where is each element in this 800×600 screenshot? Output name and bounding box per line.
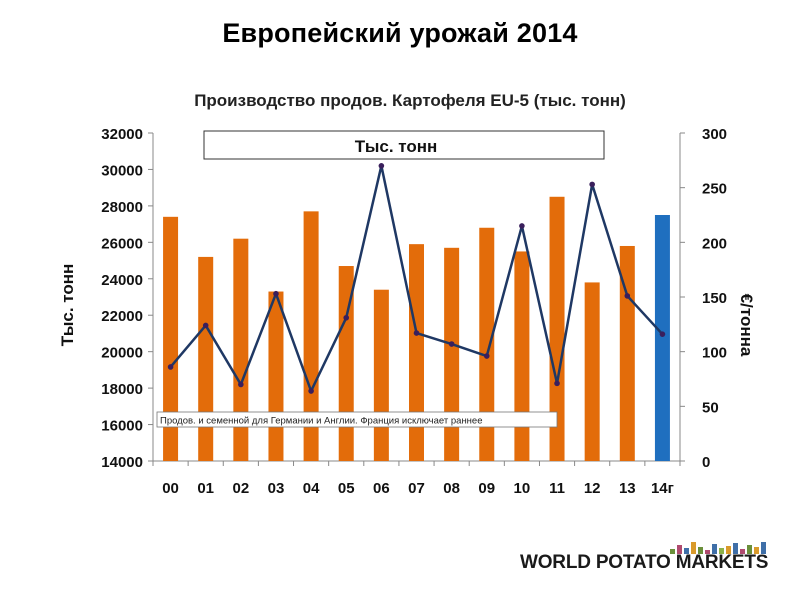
price-point — [483, 353, 490, 359]
price-point — [238, 381, 244, 388]
logo-bar — [712, 544, 717, 554]
y-tick-label: 14000 — [101, 454, 143, 471]
bar — [409, 244, 424, 461]
page-title: Европейский урожай 2014 — [222, 18, 578, 48]
logo-bar — [726, 546, 731, 554]
y2-tick-label: 150 — [702, 290, 727, 307]
x-tick-label: 02 — [232, 480, 249, 497]
x-tick-label: 06 — [373, 480, 390, 497]
bar — [479, 227, 495, 461]
price-point — [624, 293, 631, 299]
bar — [549, 196, 565, 461]
y-tick-label: 16000 — [101, 418, 143, 435]
bar — [444, 247, 460, 461]
bar — [198, 256, 214, 461]
y2-tick-label: 0 — [702, 454, 710, 471]
x-tick-label: 00 — [162, 480, 179, 497]
bar — [233, 238, 249, 461]
x-tick-label: 03 — [268, 480, 285, 497]
x-tick-label: 11 — [549, 480, 565, 497]
y-tick-label: 20000 — [101, 345, 143, 362]
price-point — [448, 341, 455, 347]
y-tick-label: 26000 — [101, 235, 143, 252]
x-tick-label: 09 — [478, 480, 495, 497]
logo-bar — [733, 543, 738, 554]
x-tick-label: 08 — [443, 480, 460, 497]
footnote: Продов. и семенной для Германии и Англии… — [160, 416, 483, 427]
price-point — [659, 331, 666, 337]
y-tick-label: 24000 — [101, 272, 143, 289]
bar — [303, 211, 319, 461]
bar — [268, 291, 284, 461]
logo-bar — [740, 549, 745, 554]
price-point — [519, 223, 525, 229]
bar — [373, 289, 389, 461]
y-tick-label: 32000 — [101, 126, 143, 143]
bar — [163, 216, 179, 461]
x-tick-label: 14г — [651, 480, 674, 497]
y-axis-label: Тыс. тонн — [58, 264, 77, 347]
x-tick-label: 13 — [619, 480, 636, 497]
x-tick-label: 04 — [303, 480, 320, 497]
logo-bar — [719, 548, 724, 554]
price-point — [167, 364, 174, 370]
footnote-box — [156, 411, 558, 428]
logo-text: WORLD POTATO MARKETS — [520, 552, 769, 573]
logo-bars-icon — [670, 540, 770, 554]
price-point — [202, 322, 209, 329]
logo-bar — [684, 548, 689, 554]
price-point — [308, 388, 314, 394]
y-tick-label: 22000 — [101, 308, 143, 325]
x-tick-label: 07 — [408, 480, 425, 497]
y-tick-label: 30000 — [101, 162, 143, 179]
logo-bar — [747, 545, 752, 554]
y2-tick-label: 100 — [702, 345, 727, 362]
logo-bar — [691, 542, 696, 554]
price-point — [554, 380, 560, 387]
x-tick-label: 12 — [584, 480, 601, 497]
bar — [654, 215, 670, 461]
x-tick-label: 10 — [514, 480, 531, 497]
y-tick-label: 18000 — [101, 381, 143, 398]
price-point — [413, 330, 420, 336]
price-point — [378, 163, 385, 169]
logo-bar — [670, 549, 675, 554]
bar — [584, 282, 600, 461]
logo-bar — [705, 550, 710, 554]
price-point — [343, 314, 350, 321]
legend-box — [203, 130, 605, 160]
logo-bar — [754, 547, 759, 554]
y2-tick-label: 250 — [702, 181, 727, 198]
y2-tick-label: 200 — [702, 235, 727, 252]
logo-bar — [761, 542, 766, 554]
x-tick-label: 05 — [338, 480, 355, 497]
y2-axis-label: €/тонна — [737, 294, 756, 357]
legend-box-label: Тыс. тонн — [355, 137, 438, 156]
logo-bar — [677, 545, 682, 554]
price-point — [589, 181, 595, 188]
world-potato-markets-logo: WORLD POTATO MARKETS — [520, 540, 770, 580]
y-tick-label: 28000 — [101, 199, 143, 216]
y2-tick-label: 50 — [702, 399, 719, 416]
chart-title: Производство продов. Картофеля EU-5 (тыс… — [194, 91, 626, 110]
bar — [514, 251, 530, 461]
price-point — [273, 290, 279, 297]
y2-tick-label: 300 — [702, 126, 727, 143]
logo-bar — [698, 547, 703, 554]
x-tick-label: 01 — [197, 480, 214, 497]
